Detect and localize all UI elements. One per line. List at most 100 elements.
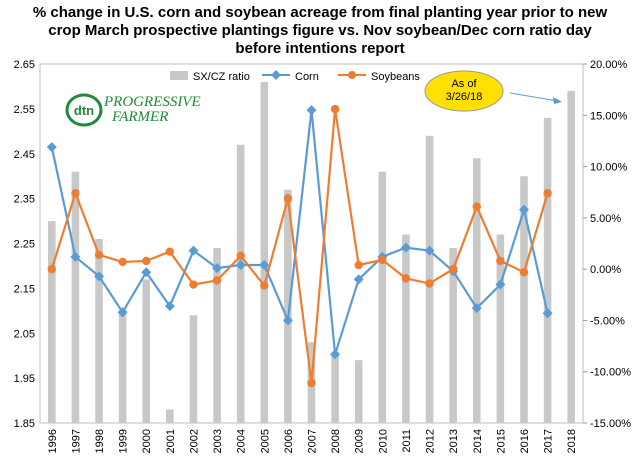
soybean-point (165, 247, 175, 256)
x-tick-label: 2003 (212, 429, 224, 453)
x-tick-label: 2001 (165, 429, 177, 453)
soybean-point (142, 256, 151, 266)
corn-point (46, 142, 57, 153)
x-tick-label: 2005 (259, 429, 271, 453)
ratio-bar (520, 176, 528, 423)
corn-line (50, 110, 549, 355)
logo-text-bottom: FARMER (111, 109, 168, 125)
callout-arrow (509, 92, 559, 102)
soybean-point (519, 268, 529, 277)
left-tick-label: 2.15 (14, 283, 35, 295)
ratio-bar (260, 81, 269, 423)
ratio-bar (543, 117, 552, 423)
callout-bubble (424, 70, 504, 112)
legend-corn-label: Corn (295, 71, 319, 83)
corn-point (235, 260, 246, 271)
corn-series (46, 105, 553, 360)
callout-line-2: 3/26/18 (446, 91, 483, 103)
corn-point (212, 263, 223, 274)
soybean-point (118, 257, 127, 267)
corn-point (259, 260, 270, 271)
soybean-point (71, 189, 80, 198)
x-tick-label: 2016 (519, 429, 531, 453)
x-tick-label: 2006 (283, 429, 295, 453)
x-tick-label: 1998 (94, 429, 106, 453)
legend-ratio-swatch (170, 71, 188, 80)
soybean-series (47, 104, 552, 388)
x-tick-label: 1996 (47, 429, 59, 453)
dtn-progressive-farmer-logo: dtn PROGRESSIVE FARMER (65, 93, 201, 127)
ratio-bar (331, 355, 339, 423)
corn-point (471, 303, 482, 314)
title-line-1: % change in U.S. corn and soybean acreag… (32, 4, 608, 21)
x-tick-label: 2018 (566, 429, 578, 453)
corn-point (282, 315, 293, 326)
left-tick-label: 2.05 (14, 328, 35, 340)
x-tick-label: 2013 (448, 429, 460, 453)
left-tick-label: 1.95 (14, 373, 35, 385)
x-tick-label: 2010 (377, 429, 389, 453)
callout-arrowhead (553, 97, 562, 104)
soybean-point (47, 264, 57, 274)
corn-point (188, 245, 199, 256)
legend-soy-label: Soybeans (371, 71, 420, 83)
left-tick-label: 2.45 (14, 149, 35, 161)
left-tick-label: 1.85 (14, 418, 35, 430)
title-line-3: before intentions report (235, 40, 405, 57)
legend: SX/CZ ratio Corn Soybeans (170, 70, 420, 83)
x-tick-label: 2007 (307, 429, 319, 453)
soybean-point (378, 255, 387, 265)
ratio-bar (118, 310, 127, 423)
right-tick-label: 15.00% (590, 110, 628, 122)
right-tick-label: 0.00% (590, 264, 621, 276)
date-callout: As of 3/26/18 (424, 70, 562, 112)
left-tick-label: 2.35 (14, 194, 35, 206)
corn-point (94, 271, 105, 282)
corn-point (117, 307, 128, 318)
ratio-bar (567, 90, 575, 424)
ratio-bar (284, 189, 292, 423)
ratio-bar (213, 247, 221, 423)
ratio-bar (142, 279, 151, 423)
corn-point (495, 279, 506, 290)
corn-point (164, 301, 175, 312)
corn-point (353, 274, 364, 285)
x-tick-label: 2015 (495, 429, 507, 453)
ratio-bar (402, 234, 410, 423)
ratio-bar (496, 234, 505, 423)
x-tick-label: 2008 (330, 429, 342, 453)
right-tick-label: 20.00% (590, 59, 628, 71)
corn-point (306, 105, 317, 116)
ratio-bar (472, 158, 481, 424)
soybean-point (354, 260, 363, 270)
soybean-point (212, 276, 222, 285)
ratio-bar (236, 144, 245, 423)
soybean-point (472, 202, 481, 211)
callout-line-1: As of (451, 78, 477, 90)
legend-corn-marker (271, 70, 281, 80)
ratio-bar (48, 221, 56, 423)
left-axis-ticks: 1.85 1.95 2.05 2.15 2.25 2.35 2.45 2.55 2.65 (14, 59, 35, 430)
soybean-point (543, 189, 552, 198)
right-tick-label: 10.00% (590, 162, 628, 174)
corn-point (542, 308, 553, 319)
logo-ring (65, 93, 103, 127)
corn-point (70, 251, 81, 262)
x-tick-label: 2011 (401, 429, 413, 453)
right-axis-ticks: -15.00% -10.00% -5.00% 0.00% 5.00% 10.00% 15.0… (583, 59, 631, 430)
ratio-bar (378, 171, 387, 423)
corn-point (518, 204, 529, 215)
x-tick-label: 2004 (236, 429, 248, 453)
left-tick-label: 2.25 (14, 239, 35, 251)
logo-text-top: PROGRESSIVE (103, 94, 201, 110)
chart-title: % change in U.S. corn and soybean acreag… (0, 4, 640, 58)
x-tick-label: 2009 (354, 429, 366, 453)
corn-point (424, 245, 435, 256)
ratio-bar (95, 239, 103, 423)
x-tick-label: 2000 (141, 429, 153, 453)
soybean-point (189, 280, 198, 289)
x-tick-label: 2014 (472, 429, 484, 453)
x-tick-label: 1997 (70, 429, 82, 453)
soybean-point (425, 279, 434, 288)
